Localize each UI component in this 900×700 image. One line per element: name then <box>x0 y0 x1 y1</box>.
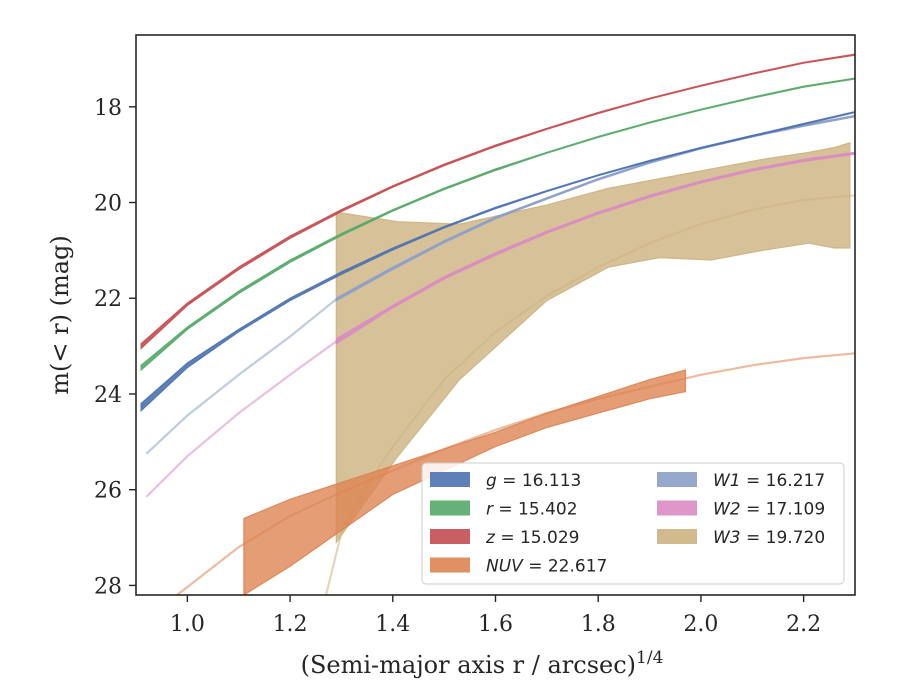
series-g-band <box>140 110 855 413</box>
series-layer <box>140 53 855 595</box>
legend-swatch-w1 <box>657 472 697 487</box>
legend-swatch-g <box>430 472 470 487</box>
legend: g = 16.113 r = 15.402 z = 15.029 NUV = 22.6… <box>421 462 845 585</box>
legend-label-nuv: NUV = 22.617 <box>486 557 607 577</box>
x-tick-label: 2.0 <box>683 612 718 637</box>
x-tick-label: 1.6 <box>478 612 513 637</box>
legend-label-w3: W3 = 19.720 <box>713 528 825 548</box>
legend-box <box>421 462 845 585</box>
series-w1-band <box>335 114 855 302</box>
x-axis-title: (Semi-major axis r / arcsec)1/4 <box>301 648 664 679</box>
y-tick-label: 28 <box>94 574 122 599</box>
legend-label-g: g = 16.113 <box>486 471 581 491</box>
series-r-band <box>140 77 855 372</box>
x-tick-label: 1.8 <box>581 612 616 637</box>
y-axis-title: m(< r) (mag) <box>46 235 74 394</box>
y-axis: 18 20 22 24 26 28 <box>94 96 136 599</box>
series-w2-model-line <box>145 340 337 498</box>
legend-label-w2: W2 = 17.109 <box>713 500 825 520</box>
y-tick-label: 18 <box>94 96 122 121</box>
legend-label-z: z = 15.029 <box>485 528 579 548</box>
series-nuv-band <box>243 369 687 595</box>
legend-swatch-w3 <box>657 529 697 544</box>
x-axis-title-main: (Semi-major axis r / arcsec) <box>301 651 636 679</box>
legend-swatch-nuv <box>430 557 470 573</box>
series-z-band <box>140 53 855 350</box>
legend-swatch-r <box>430 500 470 516</box>
x-tick-label: 1.0 <box>170 612 205 637</box>
series-w2-band <box>335 151 855 345</box>
legend-label-r: r = 15.402 <box>486 500 578 520</box>
y-tick-label: 24 <box>94 383 122 408</box>
x-tick-label: 2.2 <box>786 612 821 637</box>
series-w3-band <box>335 141 851 545</box>
x-tick-label: 1.4 <box>375 612 410 637</box>
legend-swatch-z <box>430 529 470 544</box>
legend-swatch-w2 <box>657 500 697 516</box>
x-tick-label: 1.2 <box>273 612 308 637</box>
legend-label-w1: W1 = 16.217 <box>713 471 825 491</box>
x-axis: 1.0 1.2 1.4 1.6 1.8 2.0 2.2 <box>170 595 821 637</box>
y-tick-label: 20 <box>94 192 122 217</box>
x-axis-title-superscript: 1/4 <box>636 648 663 668</box>
y-tick-label: 26 <box>94 479 122 504</box>
series-w1-model-line <box>145 298 337 455</box>
y-tick-label: 22 <box>94 287 122 312</box>
